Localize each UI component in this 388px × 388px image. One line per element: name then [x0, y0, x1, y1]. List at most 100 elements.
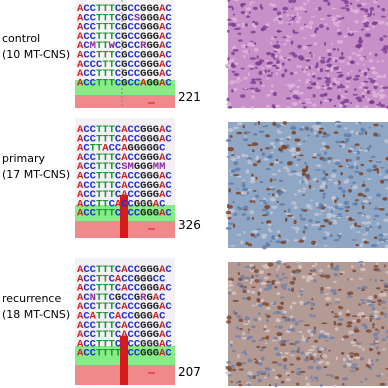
cell	[326, 87, 333, 90]
cell	[363, 317, 370, 319]
cell	[325, 303, 329, 307]
cell	[261, 234, 267, 239]
cell	[249, 280, 253, 285]
cell	[279, 138, 285, 140]
cell	[333, 323, 337, 326]
cell	[350, 9, 355, 12]
cell	[299, 26, 304, 31]
cell	[267, 286, 273, 290]
cell	[353, 161, 357, 166]
cell	[332, 77, 337, 82]
cell	[273, 178, 277, 182]
cell	[266, 220, 272, 225]
cell	[227, 18, 232, 21]
cell	[256, 345, 260, 349]
cell	[288, 86, 293, 91]
cell	[324, 151, 327, 155]
cell	[310, 199, 313, 202]
cell	[376, 103, 383, 106]
cell	[287, 58, 291, 61]
cell	[271, 84, 274, 88]
cell	[365, 27, 370, 31]
cell	[274, 325, 278, 328]
cell	[361, 315, 366, 318]
cell	[305, 180, 309, 185]
cell	[262, 125, 267, 128]
cell	[286, 168, 290, 173]
cell	[303, 69, 307, 74]
cell	[376, 329, 380, 334]
sequence: ACCTTTCGCCGGGAC	[77, 68, 172, 80]
cell	[320, 210, 325, 212]
cell	[378, 94, 385, 97]
cell	[336, 322, 343, 326]
cell	[276, 60, 280, 64]
cell	[277, 20, 283, 25]
cell	[320, 100, 323, 105]
cell	[294, 138, 301, 142]
cell	[282, 286, 287, 290]
cell	[316, 357, 321, 361]
cell	[333, 239, 340, 242]
cell	[302, 140, 306, 143]
cell	[241, 337, 248, 340]
cell	[291, 16, 295, 21]
cell	[376, 193, 382, 197]
cell	[313, 358, 316, 363]
cell	[334, 205, 339, 210]
cell	[366, 89, 371, 95]
cell	[330, 262, 334, 267]
cell	[265, 306, 271, 310]
cell	[368, 58, 374, 63]
cell	[368, 144, 372, 149]
cell	[364, 89, 367, 93]
cell	[360, 163, 365, 167]
cell	[345, 76, 351, 81]
cell	[251, 339, 256, 343]
sequence: ACTTACCAGGGGGC	[77, 143, 166, 155]
cell	[361, 205, 365, 210]
cell	[247, 371, 253, 376]
cell	[363, 71, 368, 76]
cell	[325, 286, 332, 289]
cell	[284, 283, 288, 287]
cell	[268, 227, 271, 232]
cell	[239, 315, 242, 318]
cell	[363, 241, 370, 244]
cell	[383, 175, 388, 179]
cell	[281, 62, 285, 66]
cell	[263, 276, 269, 280]
cell	[380, 15, 386, 18]
cell	[244, 23, 248, 27]
cell	[338, 232, 342, 235]
cell	[319, 184, 326, 189]
cell	[274, 376, 279, 380]
cell	[341, 189, 346, 194]
cell	[277, 169, 281, 173]
cell	[375, 262, 378, 266]
cell	[342, 105, 347, 108]
cell	[315, 222, 321, 227]
cell	[231, 51, 235, 56]
cell	[240, 191, 247, 196]
cell	[363, 18, 369, 22]
cell	[346, 163, 350, 166]
cell	[233, 212, 238, 216]
cell	[279, 55, 283, 60]
cell	[368, 126, 372, 129]
cell	[380, 125, 384, 128]
cell	[259, 180, 264, 184]
cell	[250, 325, 256, 329]
cell	[319, 68, 324, 73]
cell	[341, 383, 345, 386]
cell	[348, 147, 354, 151]
cell	[253, 123, 257, 126]
cell	[333, 320, 337, 324]
cell	[365, 363, 369, 368]
cell	[247, 331, 250, 334]
cell	[247, 64, 254, 68]
cell	[325, 373, 332, 376]
cell	[285, 378, 291, 382]
cell	[304, 98, 311, 101]
cell	[368, 303, 374, 307]
